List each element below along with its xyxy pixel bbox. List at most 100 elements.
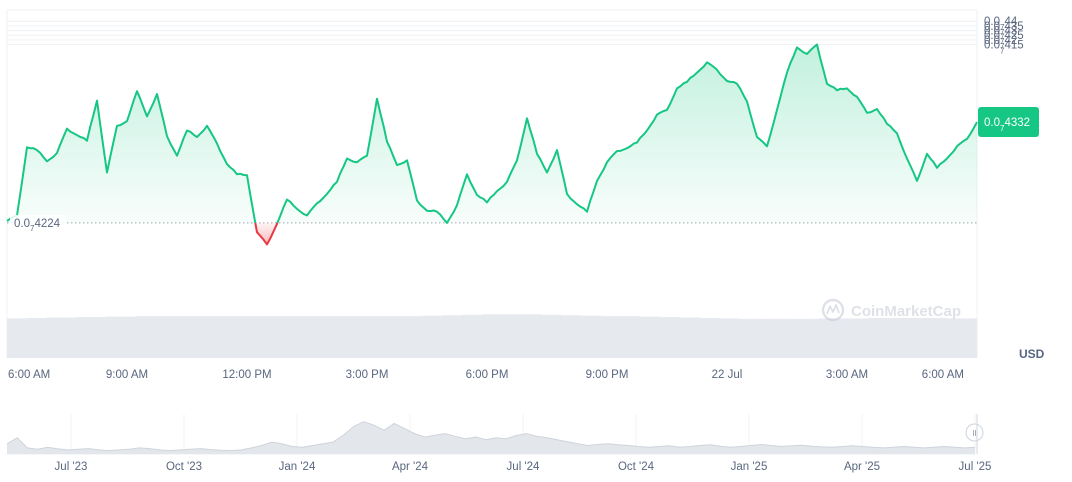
volume-bar bbox=[46, 317, 57, 358]
navigator-tick-label: Jul '24 bbox=[507, 461, 540, 473]
volume-bar bbox=[303, 316, 315, 358]
volume-bar bbox=[670, 317, 681, 358]
volume-bar bbox=[878, 317, 889, 358]
x-tick-label: 6:00 PM bbox=[466, 369, 509, 381]
volume-bar bbox=[868, 317, 879, 358]
baseline-label-bg bbox=[10, 214, 66, 230]
navigator[interactable]: II Jul '23 Oct '23 Jan '24 Apr '24 Jul '24 Oct… bbox=[6, 414, 991, 473]
price-line-down bbox=[254, 222, 279, 246]
volume-bar bbox=[887, 317, 899, 358]
volume-bar bbox=[531, 314, 542, 358]
y-tick-label: 0.0743 bbox=[984, 26, 1017, 42]
volume-bar bbox=[858, 318, 869, 358]
volume-bar bbox=[650, 316, 661, 358]
volume-bar bbox=[561, 315, 572, 358]
logo-wave bbox=[826, 304, 840, 315]
volume-bar bbox=[462, 314, 473, 358]
volume-bar bbox=[808, 318, 819, 358]
x-tick-label: 9:00 AM bbox=[106, 369, 148, 381]
volume-bar bbox=[620, 316, 631, 358]
volume-bar bbox=[927, 317, 938, 358]
volume-bar bbox=[432, 315, 443, 358]
volume-bar bbox=[125, 316, 136, 358]
volume-bar bbox=[204, 316, 216, 358]
volume-bar bbox=[214, 316, 226, 358]
volume-bar bbox=[333, 316, 344, 358]
volume-bar bbox=[165, 316, 176, 358]
y-tick-label: 0.07415 bbox=[984, 40, 1024, 56]
watermark-text: CoinMarketCap bbox=[851, 303, 961, 320]
y-tick-label: 0.0744 bbox=[984, 16, 1018, 32]
volume-bar bbox=[897, 317, 909, 358]
price-area-up bbox=[7, 44, 977, 223]
navigator-handle-knob[interactable] bbox=[965, 423, 984, 442]
volume-bar bbox=[412, 316, 424, 358]
volume-bar bbox=[680, 317, 691, 358]
volume-bar bbox=[630, 316, 641, 358]
volume-bar bbox=[848, 318, 859, 358]
volume-bar bbox=[492, 314, 503, 358]
volume-bar bbox=[571, 315, 582, 358]
navigator-handle-grip-icon[interactable]: II bbox=[972, 429, 976, 438]
volume-bar bbox=[719, 318, 730, 358]
volume-bar bbox=[86, 317, 97, 358]
volume-bar bbox=[957, 318, 968, 358]
volume-bar bbox=[709, 317, 720, 358]
baseline-label-text: 0.074224 bbox=[14, 218, 61, 233]
volume-bar bbox=[313, 316, 325, 358]
volume-bar bbox=[244, 316, 255, 358]
volume-bar bbox=[105, 316, 117, 358]
volume-bar bbox=[402, 316, 414, 358]
x-tick-label: 12:00 PM bbox=[222, 369, 271, 381]
volume-bar bbox=[264, 316, 275, 358]
volume-bar bbox=[452, 315, 463, 358]
y-tick-label: 0.07425 bbox=[984, 30, 1024, 46]
volume-bar bbox=[363, 316, 374, 358]
volume-bar bbox=[145, 316, 156, 358]
current-price-text: 0.074332 bbox=[984, 117, 1030, 133]
volume-bar bbox=[581, 315, 592, 358]
price-area-down bbox=[255, 222, 278, 245]
volume-bar bbox=[323, 316, 334, 358]
volume-bar bbox=[185, 316, 196, 358]
volume-bar bbox=[779, 318, 790, 358]
volume-bar bbox=[917, 317, 928, 358]
volume-bar bbox=[967, 318, 978, 358]
volume-bar bbox=[937, 317, 948, 358]
y-tick-label: 0.07435 bbox=[984, 21, 1024, 37]
volume-bar bbox=[818, 318, 829, 358]
volume-bar bbox=[749, 318, 760, 358]
navigator-tick-label: Jan '24 bbox=[279, 461, 316, 473]
navigator-handle[interactable]: II bbox=[965, 423, 984, 442]
volume-bar bbox=[294, 316, 305, 358]
current-price-badge: 0.074332 bbox=[978, 107, 1039, 138]
volume-bar bbox=[689, 317, 701, 358]
volume-bar bbox=[699, 317, 711, 358]
x-tick-label: 3:00 PM bbox=[346, 369, 389, 381]
volume-bar bbox=[947, 318, 958, 358]
navigator-tick-label: Oct '24 bbox=[618, 461, 655, 473]
volume-bar bbox=[175, 316, 186, 358]
volume-bar bbox=[640, 316, 651, 358]
volume-bar bbox=[353, 316, 364, 358]
volume-bar bbox=[769, 318, 780, 358]
volume-bar bbox=[472, 314, 483, 358]
volume-bar bbox=[234, 316, 245, 358]
navigator-tick-label: Apr '25 bbox=[844, 461, 880, 473]
navigator-tick-label: Jan '25 bbox=[731, 461, 768, 473]
navigator-area bbox=[7, 421, 975, 454]
volume-bar bbox=[788, 318, 800, 358]
volume-bar bbox=[828, 318, 839, 358]
volume-bar bbox=[96, 317, 107, 358]
currency-label: USD bbox=[1019, 347, 1045, 361]
navigator-line bbox=[6, 421, 976, 452]
volume-bar bbox=[521, 314, 532, 358]
volume-bar bbox=[739, 318, 750, 358]
volume-bar bbox=[254, 316, 265, 358]
x-tick-label: 6:00 AM bbox=[922, 369, 964, 381]
x-tick-label: 22 Jul bbox=[712, 369, 743, 381]
volume-bar bbox=[907, 317, 918, 358]
volume-bar bbox=[600, 316, 612, 358]
x-tick-label: 9:00 PM bbox=[586, 369, 629, 381]
